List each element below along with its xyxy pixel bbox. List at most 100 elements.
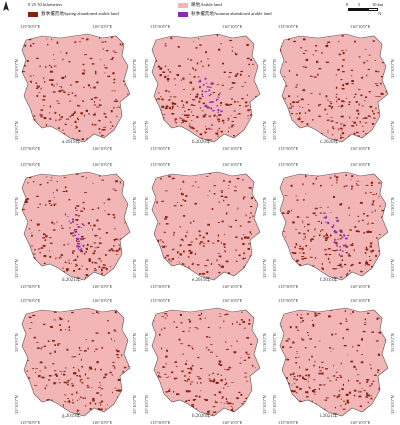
spring-abandoned-patch [188, 249, 191, 252]
spring-abandoned-patch [37, 248, 41, 250]
coord-left-bottom: 35°10′0″N [144, 395, 149, 414]
spring-abandoned-patch [162, 242, 164, 243]
spring-abandoned-patch [171, 249, 175, 251]
spring-abandoned-patch [186, 116, 189, 118]
spring-abandoned-patch [22, 404, 26, 406]
spring-abandoned-patch [296, 131, 299, 133]
spring-abandoned-patch [79, 396, 82, 398]
spring-abandoned-patch [74, 120, 77, 123]
spring-abandoned-patch [228, 180, 231, 183]
spring-abandoned-patch [40, 114, 44, 116]
spring-abandoned-patch [340, 105, 342, 108]
scale-bar-empty [368, 8, 378, 11]
spring-abandoned-patch [258, 41, 260, 43]
spring-abandoned-patch [231, 382, 234, 383]
spring-abandoned-patch [199, 97, 202, 100]
spring-abandoned-patch [230, 408, 234, 411]
spring-abandoned-patch [365, 96, 368, 98]
spring-abandoned-patch [115, 349, 117, 352]
spring-abandoned-patch [24, 414, 27, 416]
spring-abandoned-patch [243, 266, 245, 268]
spring-abandoned-patch [368, 256, 371, 258]
spring-abandoned-patch [114, 239, 116, 242]
spring-abandoned-patch [94, 269, 97, 271]
spring-abandoned-patch [40, 346, 43, 348]
spring-abandoned-patch [360, 271, 363, 273]
spring-abandoned-patch [250, 233, 253, 235]
spring-abandoned-patch [215, 382, 219, 384]
panel-caption: a.2019年 [62, 140, 81, 145]
spring-abandoned-patch [24, 109, 26, 111]
spring-abandoned-patch [63, 371, 66, 372]
spring-abandoned-patch [53, 140, 56, 142]
spring-abandoned-patch [301, 256, 305, 258]
spring-abandoned-patch [185, 404, 188, 407]
spring-abandoned-patch [192, 67, 194, 69]
spring-abandoned-patch [25, 108, 29, 110]
spring-abandoned-patch [187, 256, 190, 258]
map-panel: 115°50′0″E 116°10′0″E 115°50′0″E 116°10′0″E… [140, 160, 268, 289]
spring-abandoned-patch [305, 276, 309, 279]
spring-abandoned-patch [79, 379, 81, 382]
spring-abandoned-patch [326, 113, 328, 115]
spring-abandoned-patch [93, 242, 97, 244]
autumn-abandoned-patch [334, 229, 336, 233]
spring-abandoned-patch [214, 400, 216, 402]
spring-abandoned-patch [114, 190, 117, 191]
spring-abandoned-patch [101, 179, 104, 181]
spring-abandoned-patch [26, 60, 29, 62]
spring-abandoned-patch [54, 310, 57, 313]
spring-abandoned-patch [208, 378, 211, 380]
spring-abandoned-patch [32, 314, 36, 317]
spring-abandoned-patch [308, 377, 310, 379]
spring-abandoned-patch [321, 52, 323, 54]
spring-abandoned-patch [314, 228, 316, 231]
spring-abandoned-patch [217, 222, 220, 223]
spring-abandoned-patch [341, 100, 344, 103]
spring-abandoned-patch [314, 360, 316, 363]
spring-abandoned-patch [250, 114, 253, 116]
spring-abandoned-patch [313, 271, 316, 272]
spring-abandoned-patch [43, 262, 46, 265]
spring-abandoned-patch [225, 275, 228, 278]
spring-abandoned-patch [156, 404, 159, 406]
spring-abandoned-patch [247, 308, 250, 310]
spring-abandoned-patch [120, 270, 123, 273]
spring-abandoned-patch [25, 386, 27, 387]
spring-abandoned-patch [302, 376, 304, 379]
spring-abandoned-patch [190, 126, 194, 129]
spring-abandoned-patch [230, 345, 233, 347]
spring-abandoned-patch [169, 96, 172, 98]
spring-abandoned-patch [88, 366, 92, 369]
spring-abandoned-patch [195, 395, 198, 397]
spring-abandoned-patch [126, 383, 128, 386]
spring-abandoned-patch [345, 139, 348, 141]
spring-abandoned-patch [234, 186, 237, 188]
spring-abandoned-patch [299, 264, 301, 266]
spring-abandoned-patch [319, 104, 322, 106]
spring-abandoned-patch [296, 74, 298, 76]
spring-abandoned-patch [305, 374, 308, 377]
spring-abandoned-patch [191, 263, 194, 265]
spring-abandoned-patch [363, 390, 366, 392]
spring-abandoned-patch [42, 276, 44, 277]
spring-abandoned-patch [127, 373, 130, 375]
spring-abandoned-patch [377, 112, 379, 114]
spring-abandoned-patch [227, 188, 229, 189]
spring-abandoned-patch [280, 411, 283, 413]
spring-abandoned-patch [111, 272, 113, 274]
spring-abandoned-patch [192, 220, 195, 222]
spring-abandoned-patch [321, 361, 324, 363]
spring-abandoned-patch [22, 281, 25, 282]
spring-abandoned-patch [202, 115, 206, 118]
spring-abandoned-patch [325, 234, 328, 237]
spring-abandoned-patch [168, 175, 171, 178]
map-panel: 115°50′0″E 116°10′0″E 115°50′0″E 116°10′0″E… [140, 296, 268, 425]
spring-abandoned-patch [76, 239, 78, 242]
spring-abandoned-patch [173, 205, 177, 207]
autumn-abandoned-patch [201, 93, 203, 95]
spring-abandoned-patch [164, 43, 167, 45]
spring-abandoned-patch [220, 374, 223, 376]
spring-abandoned-patch [25, 408, 29, 410]
spring-abandoned-patch [26, 251, 29, 254]
